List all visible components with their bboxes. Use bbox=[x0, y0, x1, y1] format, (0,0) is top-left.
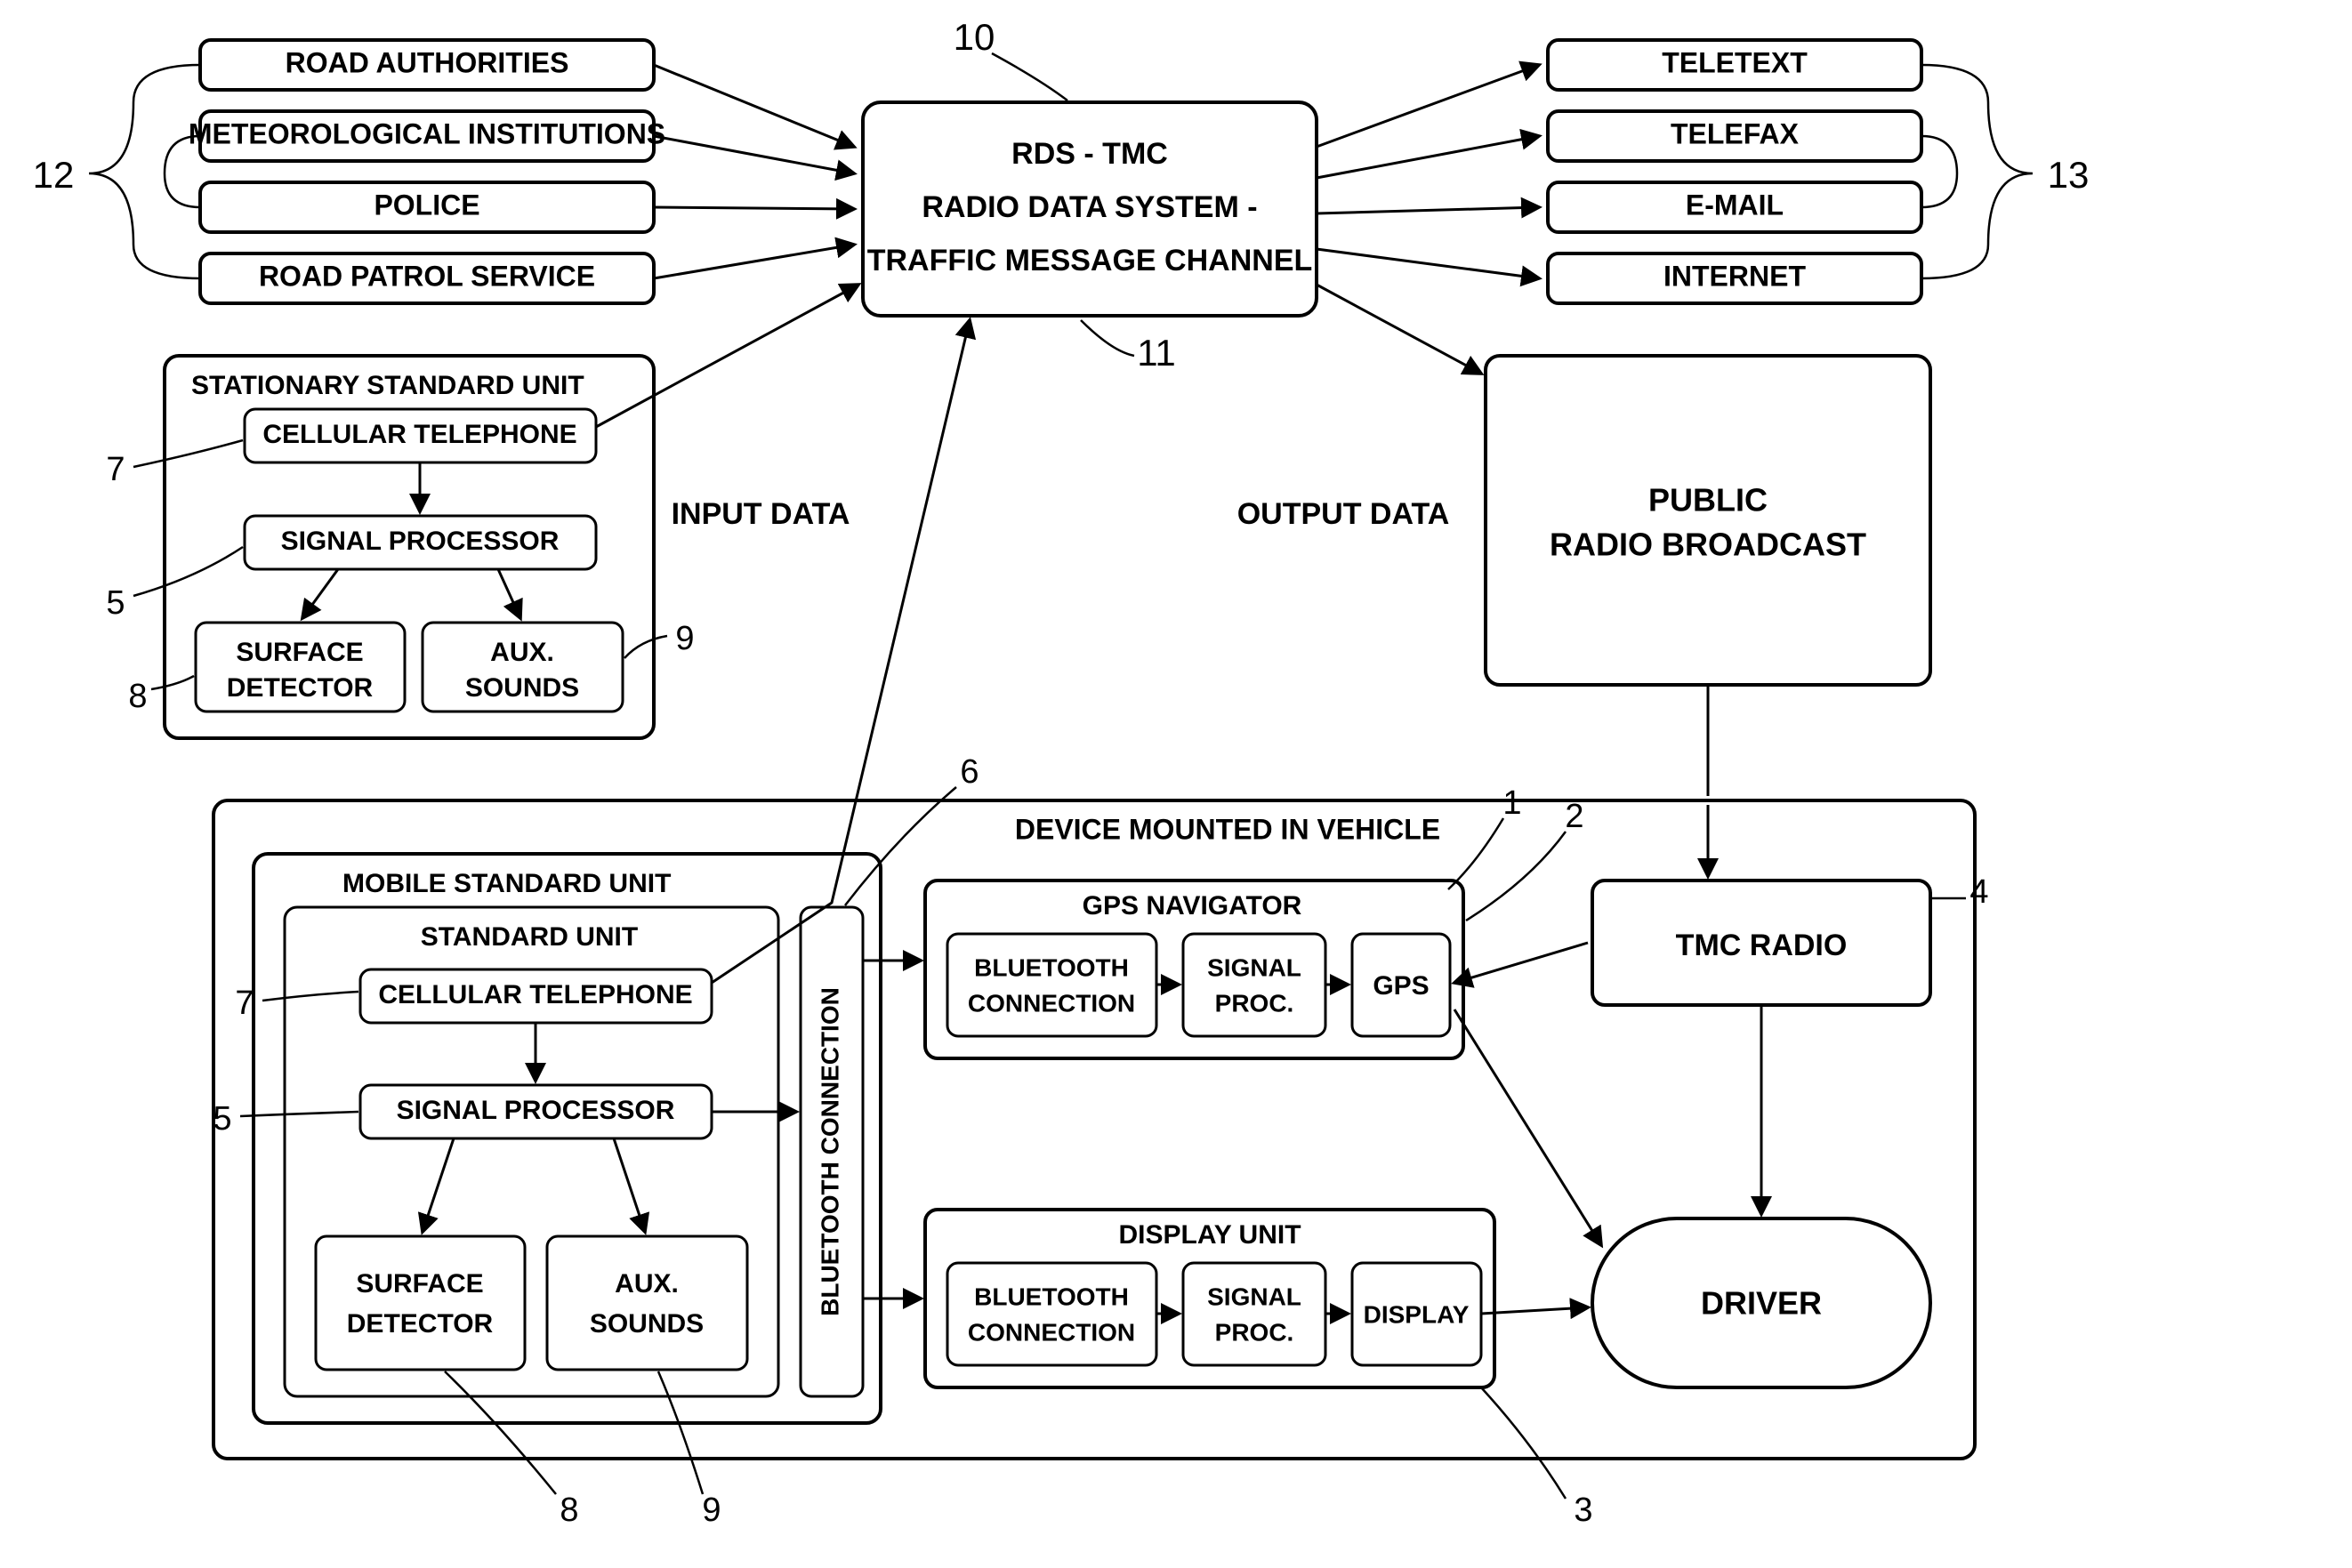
display-label: DISPLAY bbox=[1364, 1300, 1470, 1328]
ssu-sig-proc: SIGNAL PROCESSOR bbox=[281, 527, 560, 556]
public-radio-l2: RADIO BROADCAST bbox=[1550, 527, 1866, 563]
msu-cell-tel: CELLULAR TELEPHONE bbox=[378, 980, 692, 1009]
refnum-9b: 9 bbox=[702, 1492, 721, 1529]
disp-sig-l2: PROC. bbox=[1215, 1318, 1294, 1346]
input-data-label: INPUT DATA bbox=[672, 497, 850, 531]
msu-title: MOBILE STANDARD UNIT bbox=[342, 869, 671, 898]
disp-unit-title: DISPLAY UNIT bbox=[1118, 1220, 1301, 1250]
refnum-4: 4 bbox=[1969, 873, 1988, 911]
gps-sig-l2: PROC. bbox=[1215, 989, 1294, 1017]
ssu-aux-l2: SOUNDS bbox=[465, 673, 579, 703]
msu-sig-proc: SIGNAL PROCESSOR bbox=[397, 1096, 675, 1125]
rds-tmc-box: RDS - TMC RADIO DATA SYSTEM - TRAFFIC ME… bbox=[863, 102, 1317, 316]
refnum-10: 10 bbox=[954, 16, 995, 58]
brace-13: 13 bbox=[1921, 65, 2089, 278]
ssu-title: STATIONARY STANDARD UNIT bbox=[191, 371, 584, 400]
ssu-surf-l1: SURFACE bbox=[236, 638, 363, 667]
ssu-aux-l1: AUX. bbox=[490, 638, 554, 667]
public-radio-l1: PUBLIC bbox=[1648, 482, 1768, 519]
input-road-patrol: ROAD PATROL SERVICE bbox=[259, 260, 595, 292]
msu-aux-l1: AUX. bbox=[615, 1269, 679, 1299]
msu-surf-l2: DETECTOR bbox=[347, 1309, 494, 1339]
public-radio-box bbox=[1486, 356, 1930, 685]
rds-line3: TRAFFIC MESSAGE CHANNEL bbox=[867, 244, 1313, 277]
rds-line2: RADIO DATA SYSTEM - bbox=[922, 190, 1257, 224]
disp-bt-l1: BLUETOOTH bbox=[974, 1283, 1129, 1310]
refnum-7b: 7 bbox=[235, 985, 254, 1022]
refnum-8b: 8 bbox=[560, 1492, 578, 1529]
gps-label: GPS bbox=[1373, 971, 1429, 1001]
gps-nav-title: GPS NAVIGATOR bbox=[1083, 891, 1302, 921]
refnum-6: 6 bbox=[960, 753, 979, 791]
tmc-radio-label: TMC RADIO bbox=[1676, 929, 1848, 962]
input-meteorological: METEOROLOGICAL INSTITUTIONS bbox=[189, 117, 665, 149]
diagram-canvas: ROAD AUTHORITIES METEOROLOGICAL INSTITUT… bbox=[0, 0, 2352, 1568]
output-teletext: TELETEXT bbox=[1662, 46, 1808, 78]
refnum-9a: 9 bbox=[675, 620, 694, 657]
output-email: E-MAIL bbox=[1686, 189, 1784, 221]
ssu-surf-l2: DETECTOR bbox=[227, 673, 374, 703]
gps-bt-l2: CONNECTION bbox=[968, 989, 1135, 1017]
gps-bt-l1: BLUETOOTH bbox=[974, 953, 1129, 981]
su-title: STANDARD UNIT bbox=[421, 922, 638, 952]
ssu-cell-tel: CELLULAR TELEPHONE bbox=[262, 420, 576, 449]
msu-aux-l2: SOUNDS bbox=[590, 1309, 704, 1339]
refnum-11: 11 bbox=[1137, 332, 1176, 374]
input-sources-group: ROAD AUTHORITIES METEOROLOGICAL INSTITUT… bbox=[189, 40, 665, 303]
disp-sig-l1: SIGNAL bbox=[1207, 1283, 1301, 1310]
disp-bt-l2: CONNECTION bbox=[968, 1318, 1135, 1346]
stationary-standard-unit: STATIONARY STANDARD UNIT CELLULAR TELEPH… bbox=[165, 356, 654, 738]
refnum-5b: 5 bbox=[213, 1100, 231, 1138]
output-data-label: OUTPUT DATA bbox=[1237, 497, 1450, 531]
input-road-authorities: ROAD AUTHORITIES bbox=[286, 46, 569, 78]
refnum-1: 1 bbox=[1502, 784, 1521, 822]
output-telefax: TELEFAX bbox=[1671, 117, 1800, 149]
input-police: POLICE bbox=[374, 189, 479, 221]
msu-surf-l1: SURFACE bbox=[356, 1269, 483, 1299]
dmv-title: DEVICE MOUNTED IN VEHICLE bbox=[1015, 813, 1440, 845]
bt-vertical-label: BLUETOOTH CONNECTION bbox=[816, 987, 843, 1316]
output-channels-group: TELETEXT TELEFAX E-MAIL INTERNET bbox=[1548, 40, 1921, 303]
refnum-12: 12 bbox=[33, 154, 75, 196]
rds-line1: RDS - TMC bbox=[1011, 137, 1168, 171]
gps-sig-l1: SIGNAL bbox=[1207, 953, 1301, 981]
brace-12: 12 bbox=[33, 65, 200, 278]
refnum-13: 13 bbox=[2048, 154, 2090, 196]
refnum-7a: 7 bbox=[106, 451, 125, 488]
refnum-5a: 5 bbox=[106, 584, 125, 622]
refnum-8a: 8 bbox=[128, 678, 147, 715]
output-internet: INTERNET bbox=[1663, 260, 1806, 292]
refnum-3: 3 bbox=[1574, 1492, 1592, 1529]
driver-label: DRIVER bbox=[1701, 1285, 1822, 1322]
refnum-2: 2 bbox=[1565, 798, 1583, 835]
